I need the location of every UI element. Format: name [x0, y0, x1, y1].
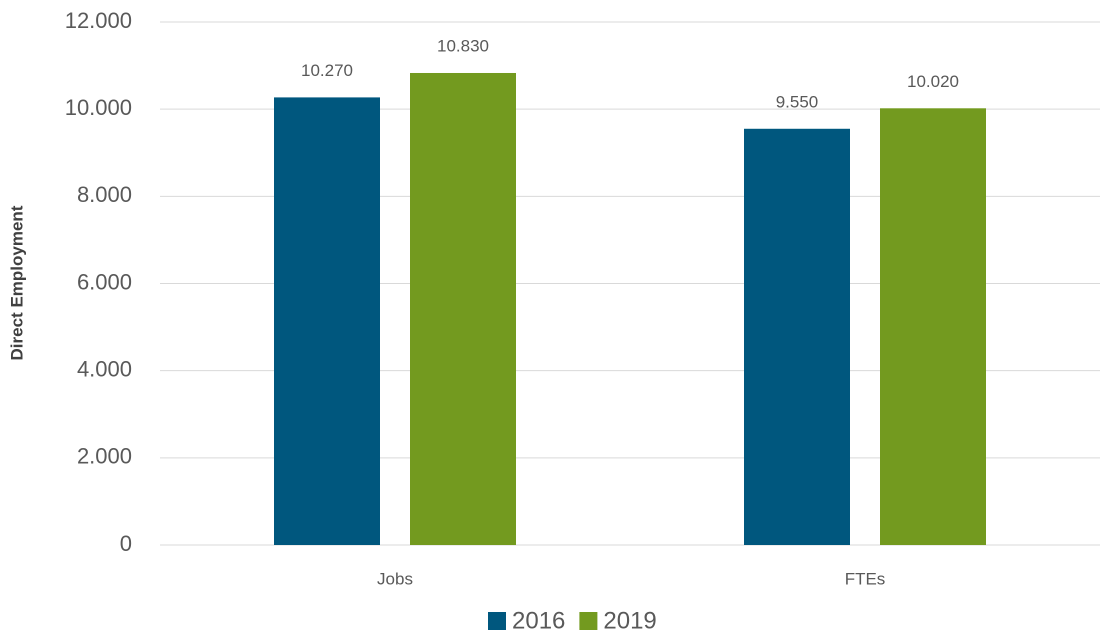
- y-tick-label: 6.000: [77, 269, 132, 294]
- x-tick-label: Jobs: [377, 569, 413, 588]
- x-tick-label: FTEs: [845, 569, 886, 588]
- bar: [274, 97, 380, 545]
- bar: [410, 72, 516, 546]
- y-tick-label: 8.000: [77, 182, 132, 207]
- y-tick-label: 0: [120, 531, 132, 556]
- bar: [744, 128, 850, 545]
- y-axis-label: Direct Employment: [7, 205, 26, 360]
- y-tick-label: 10.000: [65, 95, 132, 120]
- data-label: 10.270: [301, 61, 353, 80]
- bar: [880, 108, 986, 546]
- legend-swatch: [579, 612, 598, 630]
- legend-label: 2016: [512, 607, 565, 634]
- y-tick-label: 4.000: [77, 356, 132, 381]
- y-tick-label: 2.000: [77, 444, 132, 469]
- data-label: 10.830: [437, 36, 489, 55]
- legend-label: 2019: [603, 607, 656, 634]
- legend-swatch: [488, 612, 506, 630]
- data-label: 9.550: [776, 92, 819, 111]
- data-label: 10.020: [907, 72, 959, 91]
- y-tick-label: 12.000: [65, 8, 132, 33]
